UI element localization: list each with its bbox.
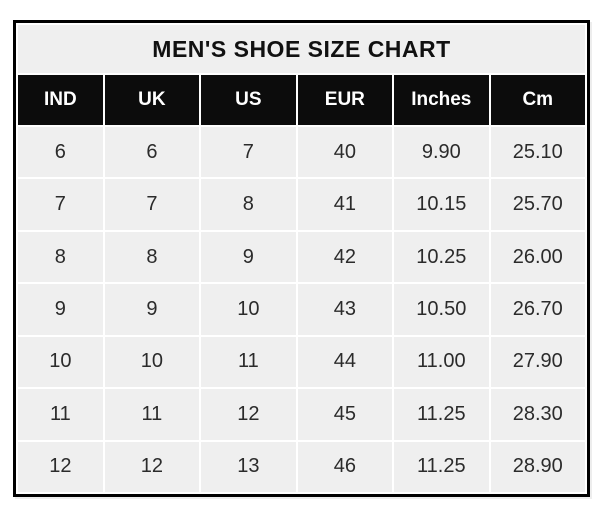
table-cell: 9 xyxy=(104,284,200,335)
table-row: 10 10 11 44 11.00 27.90 xyxy=(18,336,585,388)
table-cell: 10 xyxy=(104,336,200,388)
column-header-ind: IND xyxy=(18,75,103,125)
table-cell: 27.90 xyxy=(490,336,585,388)
header-row: IND UK US EUR Inches Cm xyxy=(18,75,585,125)
shoe-size-chart: MEN'S SHOE SIZE CHART IND UK US EUR Inches Cm… xyxy=(13,20,590,497)
column-header-uk: UK xyxy=(104,75,200,125)
table-cell: 10.50 xyxy=(394,284,489,335)
table-cell: 6 xyxy=(18,127,103,178)
column-header-cm: Cm xyxy=(490,75,585,125)
table-cell: 6 xyxy=(104,127,200,178)
table-cell: 28.30 xyxy=(490,389,585,440)
table-cell: 44 xyxy=(297,336,393,388)
table-row: 12 12 13 46 11.25 28.90 xyxy=(18,441,585,492)
table-cell: 12 xyxy=(18,441,103,492)
table-cell: 12 xyxy=(201,389,296,440)
table-cell: 11.25 xyxy=(394,389,489,440)
table-cell: 25.70 xyxy=(490,179,585,230)
table-row: 9 9 10 43 10.50 26.70 xyxy=(18,284,585,335)
table-cell: 11 xyxy=(104,389,200,440)
size-chart-table: MEN'S SHOE SIZE CHART IND UK US EUR Inches Cm… xyxy=(16,23,587,494)
table-cell: 45 xyxy=(297,389,393,440)
table-cell: 42 xyxy=(297,231,393,283)
table-cell: 41 xyxy=(297,179,393,230)
table-cell: 11.25 xyxy=(394,441,489,492)
column-header-inches: Inches xyxy=(394,75,489,125)
column-header-eur: EUR xyxy=(297,75,393,125)
table-cell: 13 xyxy=(201,441,296,492)
table-cell: 11 xyxy=(18,389,103,440)
table-cell: 26.00 xyxy=(490,231,585,283)
table-cell: 8 xyxy=(104,231,200,283)
table-cell: 10 xyxy=(201,284,296,335)
table-cell: 10.25 xyxy=(394,231,489,283)
table-row: 8 8 9 42 10.25 26.00 xyxy=(18,231,585,283)
table-cell: 26.70 xyxy=(490,284,585,335)
table-cell: 7 xyxy=(18,179,103,230)
table-cell: 46 xyxy=(297,441,393,492)
table-cell: 12 xyxy=(104,441,200,492)
table-row: 6 6 7 40 9.90 25.10 xyxy=(18,127,585,178)
column-header-us: US xyxy=(201,75,296,125)
table-cell: 25.10 xyxy=(490,127,585,178)
table-cell: 7 xyxy=(201,127,296,178)
table-cell: 10 xyxy=(18,336,103,388)
table-row: 11 11 12 45 11.25 28.30 xyxy=(18,389,585,440)
table-cell: 9.90 xyxy=(394,127,489,178)
chart-title: MEN'S SHOE SIZE CHART xyxy=(18,25,585,73)
title-row: MEN'S SHOE SIZE CHART xyxy=(18,25,585,73)
table-cell: 9 xyxy=(18,284,103,335)
table-cell: 8 xyxy=(201,179,296,230)
table-cell: 11.00 xyxy=(394,336,489,388)
table-cell: 10.15 xyxy=(394,179,489,230)
table-cell: 40 xyxy=(297,127,393,178)
table-cell: 8 xyxy=(18,231,103,283)
table-cell: 28.90 xyxy=(490,441,585,492)
table-row: 7 7 8 41 10.15 25.70 xyxy=(18,179,585,230)
table-cell: 9 xyxy=(201,231,296,283)
table-cell: 7 xyxy=(104,179,200,230)
table-cell: 43 xyxy=(297,284,393,335)
table-cell: 11 xyxy=(201,336,296,388)
